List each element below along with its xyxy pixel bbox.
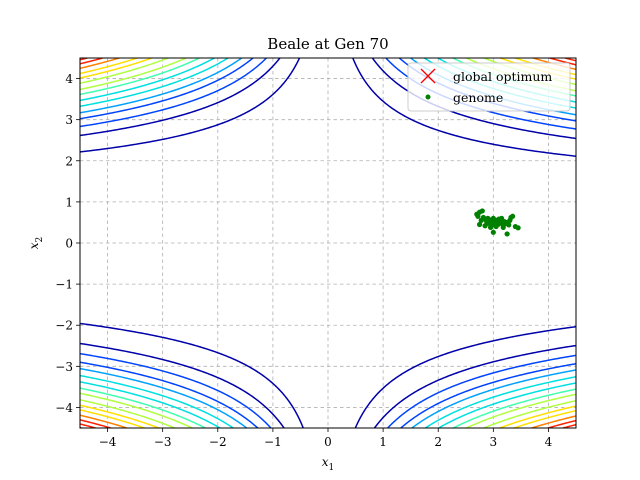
y-tick-label: 0 <box>65 237 73 251</box>
legend-label-global-optimum: global optimum <box>453 69 552 84</box>
y-tick-label: 1 <box>65 195 73 209</box>
legend-marker-global-optimum <box>420 68 436 84</box>
y-tick-label: 3 <box>65 113 73 127</box>
y-tick-label: −4 <box>55 401 73 415</box>
genome-point <box>500 224 506 230</box>
x-tick-label: −4 <box>99 435 117 449</box>
x-tick-label: 2 <box>434 435 442 449</box>
x-axis-label-subscript: 1 <box>329 463 335 473</box>
x-tick-label: −2 <box>209 435 227 449</box>
y-axis-label-main: x <box>27 242 41 249</box>
y-tick-label: 2 <box>65 154 73 168</box>
contour-level-20000 <box>80 58 576 428</box>
y-tick-label: 4 <box>65 72 73 86</box>
scatter-points <box>474 208 521 237</box>
genome-point <box>475 213 481 219</box>
y-tick-label: −1 <box>55 278 73 292</box>
genome-point <box>490 229 496 235</box>
grid-lines <box>80 58 576 428</box>
x-axis-label-main: x <box>322 455 329 469</box>
genome-point <box>504 231 510 237</box>
x-tick-label: 0 <box>324 435 332 449</box>
legend-box <box>407 62 571 112</box>
chart-title: Beale at Gen 70 <box>267 35 388 53</box>
x-tick-label: −3 <box>154 435 172 449</box>
contour-level-140000 <box>80 58 576 428</box>
y-axis-ticks: −4 −3 −2 −1 0 1 2 3 4 <box>55 72 80 415</box>
y-axis-label-subscript: 2 <box>35 237 45 243</box>
legend-label-genome: genome <box>453 90 503 105</box>
genome-point <box>499 215 505 221</box>
x-tick-label: 4 <box>545 435 553 449</box>
legend-marker-genome <box>425 94 431 100</box>
genome-point <box>510 213 516 219</box>
genome-point <box>515 225 521 231</box>
x-axis-ticks: −4 −3 −2 −1 0 1 2 3 4 <box>99 428 553 449</box>
x-axis-label: x1 <box>322 455 335 473</box>
genome-point <box>506 222 512 228</box>
x-tick-label: 1 <box>379 435 387 449</box>
x-tick-label: 3 <box>490 435 498 449</box>
genome-point <box>488 217 494 223</box>
y-axis-label: x2 <box>27 237 45 250</box>
y-tick-label: −2 <box>55 319 73 333</box>
contour-level-2000 <box>80 58 576 428</box>
genome-point <box>482 223 488 229</box>
genome-point <box>494 222 500 228</box>
genome-point <box>476 221 483 228</box>
genome-point <box>479 208 485 214</box>
legend: global optimum genome <box>407 62 571 112</box>
x-tick-label: −1 <box>264 435 282 449</box>
genome-point <box>487 224 494 230</box>
contour-level-100000 <box>80 58 576 428</box>
y-tick-label: −3 <box>55 360 73 374</box>
